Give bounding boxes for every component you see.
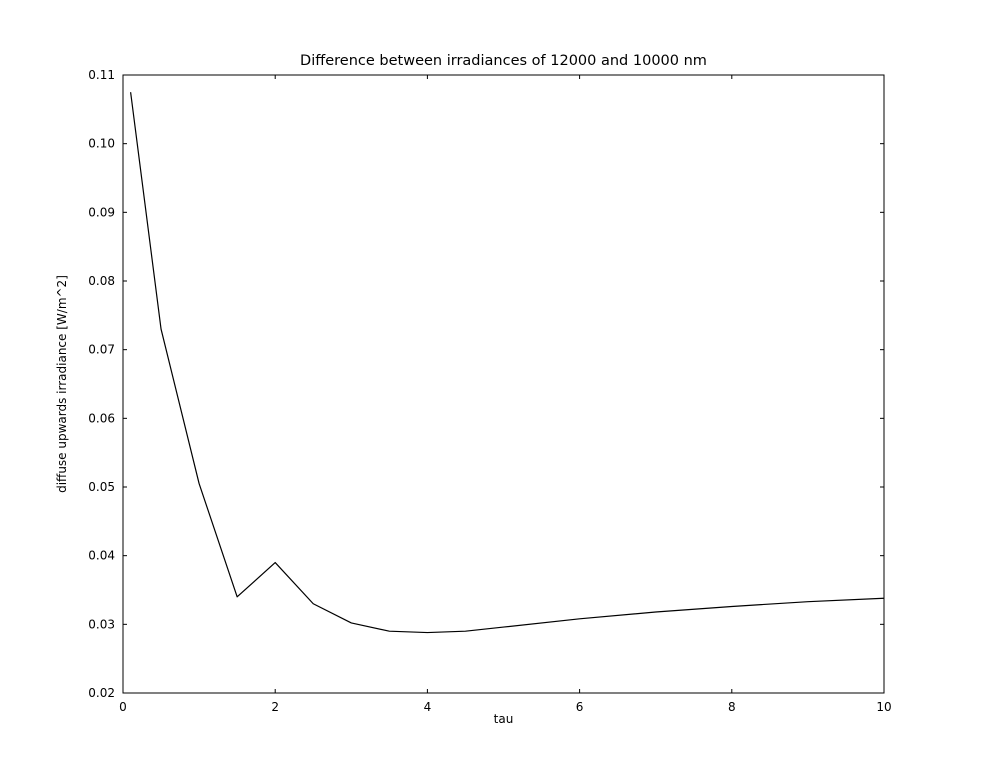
x-tick-label: 0 [119, 700, 127, 714]
data-line [130, 92, 885, 634]
y-tick-label: 0.10 [88, 137, 115, 151]
x-tick-label: 2 [271, 700, 279, 714]
y-tick-label: 0.02 [88, 686, 115, 700]
y-tick-label: 0.09 [88, 205, 115, 219]
y-tick-label: 0.03 [88, 617, 115, 631]
x-tick-label: 6 [576, 700, 584, 714]
y-tick-label: 0.06 [88, 411, 115, 425]
x-axis-label: tau [493, 712, 514, 726]
x-tick-label: 10 [876, 700, 891, 714]
x-tick-label: 4 [424, 700, 432, 714]
y-tick-label: 0.04 [88, 549, 115, 563]
plot-frame [122, 74, 885, 694]
y-tick-label: 0.07 [88, 343, 115, 357]
y-tick-label: 0.11 [88, 68, 115, 82]
y-axis-label: diffuse upwards irradiance [W/m^2] [55, 275, 69, 493]
y-tick-label: 0.08 [88, 274, 115, 288]
chart-title: Difference between irradiances of 12000 … [300, 53, 707, 69]
x-tick-label: 8 [728, 700, 736, 714]
y-tick-label: 0.05 [88, 480, 115, 494]
